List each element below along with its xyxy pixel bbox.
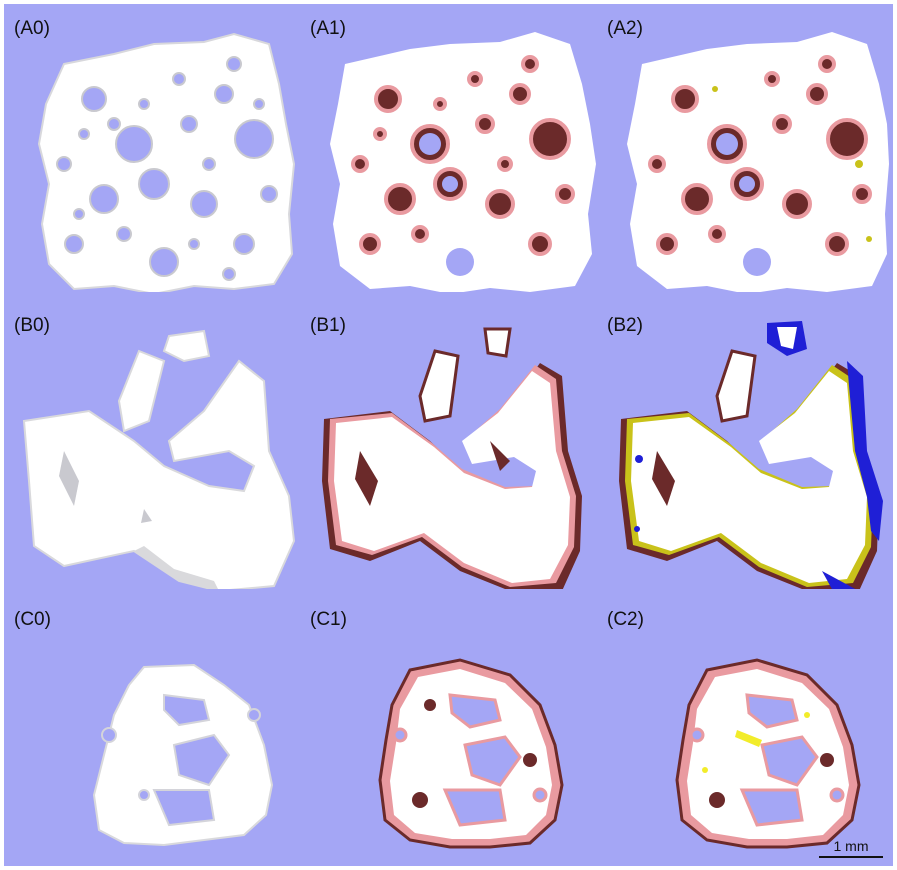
panel-label-b2: (B2) [607,315,643,336]
panel-label-a1: (A1) [310,18,346,39]
trabecular-bone-image [22,329,296,589]
panel-a0: (A0) [4,4,300,292]
scale-bar-line [819,856,883,858]
trabecular-bone-image [322,327,582,589]
bone-sample-image [378,658,564,849]
panel-c2: (C2) [597,595,893,866]
scale-bar: 1 mm [819,838,883,858]
panel-label-c1: (C1) [310,609,347,630]
panel-b2: (B2) [597,301,893,589]
figure-canvas: (A0) (A1) [4,4,893,866]
panel-label-a0: (A0) [14,18,50,39]
bone-sample-image [92,663,274,847]
panel-b1: (B1) [300,301,596,589]
panel-c0: (C0) [4,595,300,866]
bone-sample-image [675,658,861,849]
panel-c1: (C1) [300,595,596,866]
panel-label-a2: (A2) [607,18,643,39]
panel-a2: (A2) [597,4,893,292]
panel-a1: (A1) [300,4,596,292]
porous-scaffold-image [37,32,296,292]
panel-b0: (B0) [4,301,300,589]
panel-label-b1: (B1) [310,315,346,336]
porous-scaffold-image [627,32,889,292]
panel-label-c0: (C0) [14,609,51,630]
panel-label-c2: (C2) [607,609,644,630]
scale-bar-label: 1 mm [833,838,869,854]
porous-scaffold-image [330,32,596,292]
panel-label-b0: (B0) [14,315,50,336]
trabecular-bone-image [619,321,883,589]
